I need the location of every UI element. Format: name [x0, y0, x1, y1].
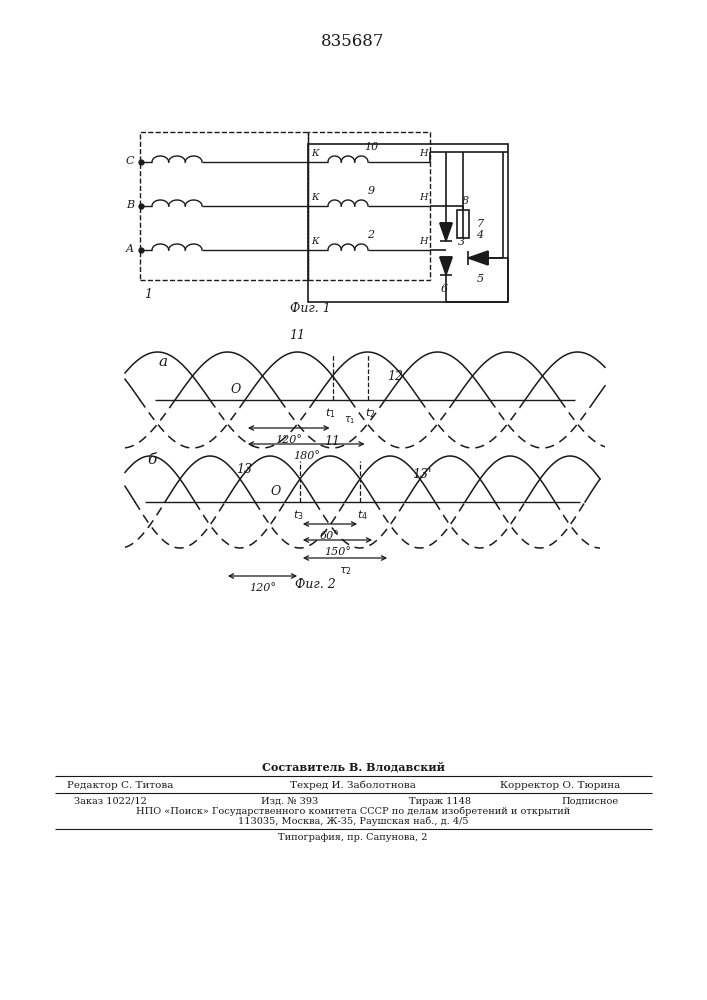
Text: Корректор О. Тюрина: Корректор О. Тюрина	[500, 780, 620, 790]
Text: 60°: 60°	[320, 531, 340, 541]
Text: 13: 13	[236, 463, 252, 476]
Polygon shape	[468, 251, 488, 265]
Bar	[308, 132, 430, 280]
Text: 8: 8	[462, 196, 469, 206]
Text: Подписное: Подписное	[561, 796, 619, 806]
Bar	[457, 210, 469, 238]
Text: 7: 7	[477, 219, 484, 229]
Text: Н: Н	[419, 149, 427, 158]
Text: $t_4$: $t_4$	[356, 508, 368, 522]
Text: $t_3$: $t_3$	[293, 508, 303, 522]
Text: 9: 9	[368, 186, 375, 196]
Text: 113035, Москва, Ж-35, Раушская наб., д. 4/5: 113035, Москва, Ж-35, Раушская наб., д. …	[238, 816, 468, 826]
Bar	[308, 144, 508, 302]
Text: Составитель В. Влодавский: Составитель В. Влодавский	[262, 762, 445, 772]
Text: O: O	[271, 485, 281, 498]
Text: 6: 6	[440, 284, 448, 294]
Text: Изд. № 393: Изд. № 393	[262, 796, 319, 806]
Text: 13': 13'	[412, 468, 431, 481]
Polygon shape	[440, 223, 452, 241]
Text: а: а	[158, 355, 168, 369]
Text: Типография, пр. Сапунова, 2: Типография, пр. Сапунова, 2	[279, 834, 428, 842]
Text: 3: 3	[458, 237, 465, 247]
Polygon shape	[440, 257, 452, 275]
Text: Редактор С. Титова: Редактор С. Титова	[67, 780, 173, 790]
Text: Техред И. Заболотнова: Техред И. Заболотнова	[290, 780, 416, 790]
Text: 12: 12	[387, 369, 404, 382]
Text: 4: 4	[477, 230, 484, 240]
Text: К: К	[311, 194, 319, 202]
Text: К: К	[311, 149, 319, 158]
Text: 5: 5	[477, 274, 484, 284]
Text: 2: 2	[368, 230, 375, 240]
Text: 835687: 835687	[321, 33, 385, 50]
Text: O: O	[230, 383, 241, 396]
Text: Тираж 1148: Тираж 1148	[409, 796, 471, 806]
Text: 120°: 120°	[275, 435, 303, 445]
Text: Н: Н	[419, 194, 427, 202]
Text: 120°: 120°	[249, 583, 276, 593]
Text: $t_1$: $t_1$	[325, 406, 336, 420]
Text: B: B	[126, 200, 134, 210]
Text: Н: Н	[419, 237, 427, 246]
Text: НПО «Поиск» Государственного комитета СССР по делам изобретений и открытий: НПО «Поиск» Государственного комитета СС…	[136, 806, 570, 816]
Text: 1: 1	[144, 288, 152, 300]
Text: A: A	[126, 244, 134, 254]
Text: 11: 11	[289, 329, 305, 342]
Text: 180°: 180°	[293, 451, 320, 461]
Text: $t_2$: $t_2$	[366, 406, 375, 420]
Text: $\tau_2$: $\tau_2$	[339, 565, 351, 577]
Bar	[140, 132, 308, 280]
Text: б: б	[147, 453, 157, 467]
Text: 11: 11	[324, 435, 340, 448]
Text: Заказ 1022/12: Заказ 1022/12	[74, 796, 146, 806]
Text: Фиг. 2: Фиг. 2	[295, 578, 335, 591]
Text: 150°: 150°	[324, 547, 351, 557]
Text: К: К	[311, 237, 319, 246]
Text: C: C	[126, 156, 134, 166]
Text: 10: 10	[364, 142, 378, 152]
Text: $\tau_1$: $\tau_1$	[344, 414, 356, 426]
Text: Фиг. 1: Фиг. 1	[290, 302, 330, 314]
